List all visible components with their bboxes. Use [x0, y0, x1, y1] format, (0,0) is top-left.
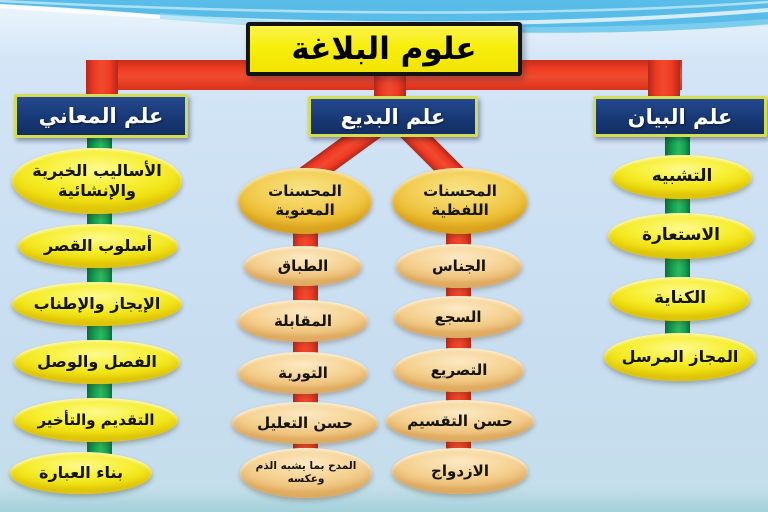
node-label: التشبيه	[651, 166, 713, 187]
node-taqdim-takhir: التقديم والتأخير	[14, 398, 178, 442]
node-uslub-qasr: أسلوب القصر	[18, 224, 178, 268]
connector-drop-maani	[86, 60, 118, 98]
node-ijaz-itnab: الإيجاز والإطناب	[12, 282, 182, 326]
node-label: الازدواج	[431, 461, 489, 480]
node-label: بناء العبارة	[39, 463, 124, 482]
node-label: الجناس	[431, 256, 487, 275]
node-fasl-wasl: الفصل والوصل	[14, 340, 180, 384]
node-label: الفصل والوصل	[37, 352, 157, 371]
branch-header-maani: علم المعاني	[14, 94, 188, 138]
node-tibaq: الطباق	[244, 246, 362, 286]
node-bina-ibara: بناء العبارة	[10, 452, 152, 494]
node-madh-yushbih-dham: المدح بما يشبه الذم وعكسه	[240, 448, 372, 498]
node-label: الإيجاز والإطناب	[33, 294, 161, 313]
branch-header-maani-label: علم المعاني	[38, 104, 164, 128]
branch-header-bayan-label: علم البيان	[627, 104, 733, 129]
branch-header-badii-label: علم البديع	[340, 104, 446, 129]
decorative-bottom-fade	[0, 488, 768, 512]
node-husn-taqsim: حسن التقسيم	[386, 400, 534, 442]
node-label: أسلوب القصر	[43, 236, 153, 255]
branch-header-bayan: علم البيان	[593, 96, 767, 137]
node-saja: السجع	[394, 296, 522, 338]
node-izdiwaj: الازدواج	[392, 448, 528, 494]
node-tawriya: التورية	[238, 352, 368, 394]
node-label: التصريع	[430, 360, 488, 379]
node-asalib-khabariya: الأساليب الخبرية والإنشائية	[12, 148, 182, 214]
node-label: المحسنات المعنوية	[268, 182, 342, 219]
branch-header-badii: علم البديع	[308, 96, 478, 137]
node-label: المقابلة	[273, 311, 333, 330]
node-label: الطباق	[277, 256, 329, 275]
diagram-title-label: علوم البلاغة	[291, 31, 477, 67]
node-label: المحسنات اللفظية	[423, 182, 497, 219]
node-label: المجاز المرسل	[621, 347, 739, 366]
node-label: الاستعارة	[642, 225, 720, 246]
subbranch-header-lafziya: المحسنات اللفظية	[392, 168, 528, 234]
node-label: حسن التقسيم	[407, 411, 513, 430]
node-tashbih: التشبيه	[612, 155, 752, 199]
subbranch-header-maanawiya: المحسنات المعنوية	[238, 168, 372, 234]
node-jinas: الجناس	[396, 244, 522, 288]
node-label: السجع	[434, 307, 482, 326]
node-label: التورية	[278, 363, 328, 382]
diagram-title: علوم البلاغة	[246, 22, 522, 76]
connector-drop-bayan	[648, 60, 680, 100]
node-majaz-mursal: المجاز المرسل	[604, 333, 756, 381]
node-husn-talil: حسن التعليل	[232, 402, 378, 444]
node-istiara: الاستعارة	[608, 213, 754, 259]
node-label: التقديم والتأخير	[37, 410, 155, 429]
node-label: المدح بما يشبه الذم وعكسه	[255, 459, 357, 485]
node-label: الكناية	[653, 288, 707, 309]
node-tasri: التصريع	[394, 348, 524, 392]
node-label: حسن التعليل	[257, 413, 353, 432]
node-muqabala: المقابلة	[238, 300, 368, 342]
node-label: الأساليب الخبرية والإنشائية	[32, 161, 162, 200]
node-kinaya: الكناية	[610, 277, 750, 321]
